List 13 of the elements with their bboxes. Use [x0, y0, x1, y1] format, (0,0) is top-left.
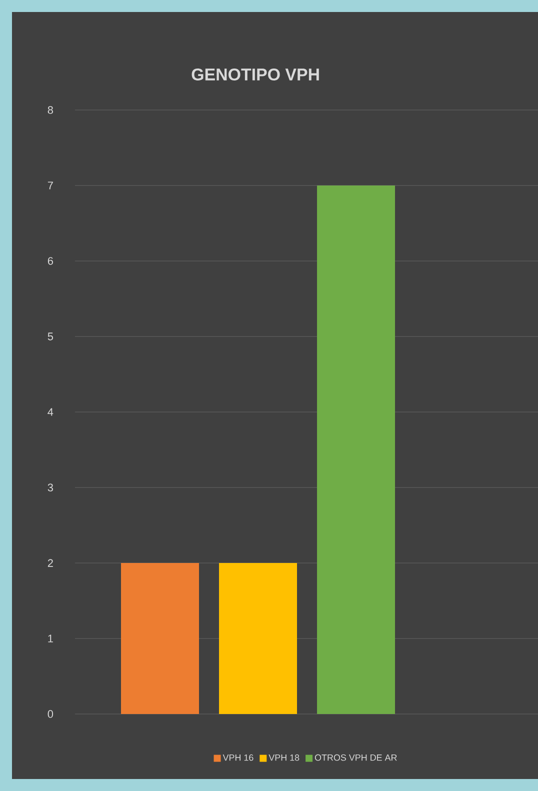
- y-tick-label: 1: [48, 634, 53, 642]
- legend-label: OTROS VPH DE AR: [314, 754, 397, 761]
- legend-label: VPH 18: [268, 754, 299, 761]
- y-tick-label: 0: [48, 710, 53, 718]
- y-tick-label: 3: [48, 484, 53, 492]
- y-tick-label: 2: [48, 559, 53, 567]
- legend-label: VPH 16: [222, 754, 254, 761]
- chart-title: GENOTIPO VPH: [192, 68, 319, 80]
- y-tick-label: 8: [48, 106, 53, 114]
- y-tick-label: 4: [47, 408, 53, 416]
- y-tick-label: 6: [48, 257, 53, 265]
- y-tick-label: 7: [48, 182, 53, 190]
- y-tick-label: 5: [48, 332, 53, 340]
